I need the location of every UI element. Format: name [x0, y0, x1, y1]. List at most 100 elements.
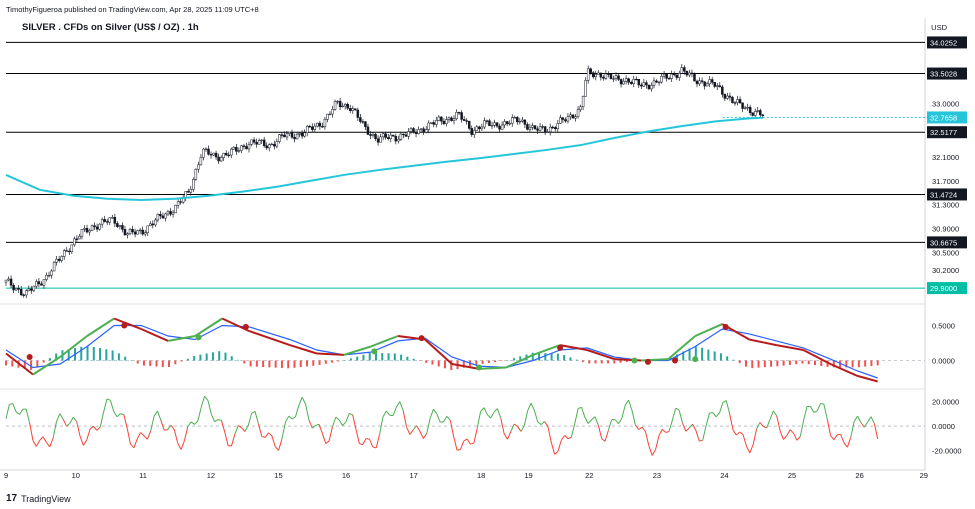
osc-line-segment	[466, 438, 471, 445]
level-label: 29.9000	[930, 284, 957, 293]
macd-hist-bar	[745, 360, 748, 367]
candle-body	[650, 85, 653, 90]
candle-body	[690, 72, 694, 75]
candle-body	[432, 122, 436, 125]
osc-line-segment	[366, 438, 370, 440]
candle-body	[586, 68, 590, 81]
macd-hist-bar	[625, 360, 628, 363]
osc-line-segment	[446, 415, 451, 421]
candle-body	[584, 80, 587, 97]
candle-body	[624, 78, 628, 82]
osc-line-segment	[399, 401, 404, 411]
macd-hist-bar	[418, 360, 421, 361]
osc-line-segment	[392, 406, 397, 416]
osc-line-segment	[261, 435, 266, 438]
candle-body	[574, 116, 577, 119]
osc-line-segment	[220, 420, 226, 433]
osc-line-segment	[9, 403, 13, 405]
osc-line-segment	[190, 421, 195, 425]
osc-line-segment	[699, 439, 703, 442]
macd-line-segment	[248, 330, 291, 347]
osc-line-segment	[500, 417, 505, 434]
osc-line-segment	[416, 425, 421, 432]
candle-body	[230, 148, 233, 156]
osc-line-segment	[692, 423, 697, 431]
candle-body	[503, 121, 506, 126]
macd-cross-dot	[418, 335, 425, 342]
candle-body	[359, 117, 362, 122]
candle-body	[240, 145, 243, 151]
candle-body	[50, 270, 53, 276]
osc-line-segment	[126, 428, 132, 445]
candle-body	[510, 117, 514, 124]
candle-body	[78, 235, 81, 240]
candle-body	[493, 122, 496, 126]
osc-line-segment	[618, 417, 623, 424]
candle-body	[336, 100, 339, 103]
osc-tick-label: 0.0000	[932, 422, 955, 431]
osc-line-segment	[214, 419, 219, 423]
osc-line-segment	[651, 449, 656, 456]
candle-body	[331, 109, 334, 115]
macd-hist-bar	[130, 360, 133, 361]
macd-hist-bar	[48, 358, 51, 361]
osc-line-segment	[130, 443, 135, 449]
macd-hist-bar	[538, 352, 541, 361]
candle-body	[68, 250, 71, 253]
macd-hist-bar	[531, 352, 534, 361]
osc-line-segment	[257, 423, 263, 437]
macd-hist-bar	[249, 360, 252, 367]
candle-body	[341, 105, 344, 108]
osc-line-segment	[665, 431, 670, 433]
candle-body	[748, 107, 752, 113]
osc-line-segment	[321, 433, 327, 444]
macd-hist-bar	[719, 353, 722, 361]
time-tick-label: 19	[524, 471, 532, 480]
osc-line-segment	[284, 415, 290, 423]
osc-line-segment	[197, 407, 202, 422]
time-tick-label: 15	[274, 471, 282, 480]
osc-line-segment	[342, 421, 347, 426]
candle-body	[612, 78, 615, 80]
tradingview-footer[interactable]: 17 TradingView	[6, 493, 71, 504]
osc-line-segment	[72, 416, 78, 422]
candle-body	[308, 126, 311, 128]
chart-canvas[interactable]: 33.0000 32.1000 31.7000 31.3000 30.9000 30.50…	[0, 0, 975, 490]
osc-line-segment	[719, 402, 724, 414]
macd-line-segment	[667, 335, 696, 360]
time-tick-label: 9	[4, 471, 8, 480]
osc-line-segment	[476, 411, 482, 429]
macd-hist-bar	[688, 348, 691, 361]
candle-body	[629, 81, 633, 84]
tradingview-logo-text: TradingView	[21, 493, 71, 504]
macd-hist-bar	[544, 353, 547, 361]
candle-body	[710, 79, 714, 83]
osc-line-segment	[298, 397, 303, 406]
osc-line-segment	[59, 413, 64, 420]
macd-hist-bar	[5, 360, 7, 366]
macd-hist-bar	[500, 360, 503, 362]
macd-hist-bar	[356, 356, 359, 361]
candle-body	[627, 78, 630, 83]
candle-body	[429, 122, 433, 124]
candle-body	[7, 278, 10, 281]
macd-cross-dot	[121, 322, 128, 329]
osc-line-segment	[712, 412, 717, 418]
osc-line-segment	[244, 424, 249, 432]
candle-body	[759, 110, 762, 116]
candle-body	[260, 139, 263, 141]
osc-line-segment	[463, 438, 468, 442]
osc-line-segment	[234, 425, 239, 435]
osc-line-segment	[5, 404, 10, 419]
osc-line-segment	[870, 416, 875, 424]
candle-body	[154, 219, 157, 226]
level-label-box	[927, 36, 967, 49]
osc-line-segment	[109, 400, 115, 412]
osc-line-segment	[655, 435, 660, 450]
osc-line-segment	[749, 444, 754, 454]
candle-body	[467, 120, 471, 129]
osc-line-segment	[766, 419, 771, 429]
osc-line-segment	[570, 423, 576, 438]
macd-hist-bar	[462, 360, 465, 368]
macd-hist-bar	[676, 354, 679, 361]
